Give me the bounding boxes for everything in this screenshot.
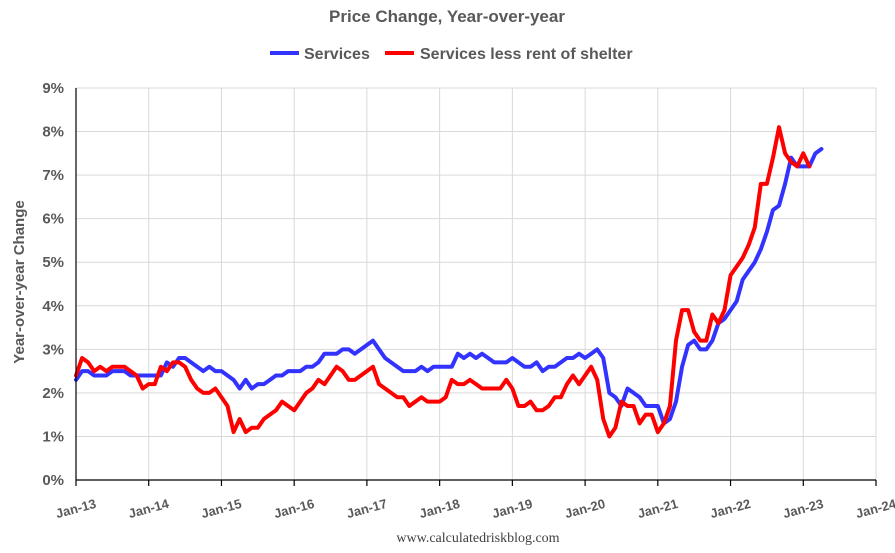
y-tick-label: 0% [42, 472, 64, 489]
x-tick-label: Jan-23 [781, 496, 825, 521]
x-tick-label: Jan-19 [490, 496, 534, 521]
x-tick-label: Jan-17 [345, 496, 389, 521]
series-line-services [74, 146, 824, 426]
x-tick-label: Jan-21 [636, 496, 680, 521]
x-tick-label: Jan-22 [709, 496, 753, 521]
x-tick-label: Jan-18 [418, 496, 462, 521]
y-tick-label: 7% [42, 167, 64, 184]
series-line-services-less-rent-of-shelter [74, 125, 812, 439]
x-axis-ticks: Jan-13 Jan-14 Jan-15 Jan-16 Jan-17 Jan-18 Jan-… [54, 496, 895, 521]
chart-title: Price Change, Year-over-year [329, 7, 565, 26]
y-tick-label: 5% [42, 254, 64, 271]
x-tick-label: Jan-13 [54, 496, 98, 521]
axes [75, 88, 877, 486]
legend-label: Services [304, 46, 370, 63]
y-tick-label: 1% [42, 428, 64, 445]
y-axis-ticks: 0% 1% 2% 3% 4% 5% 6% 7% 8% 9% [42, 80, 64, 489]
chart-legend: Services Services less rent of shelter [270, 46, 633, 63]
series-lines [74, 125, 824, 439]
y-tick-label: 9% [42, 80, 64, 97]
source-credit: www.calculatedriskblog.com [396, 531, 559, 546]
x-tick-label: Jan-16 [272, 496, 316, 521]
gridlines [76, 87, 877, 480]
y-tick-label: 2% [42, 385, 64, 402]
y-tick-label: 4% [42, 298, 64, 315]
x-tick-label: Jan-20 [563, 496, 607, 521]
legend-label: Services less rent of shelter [420, 46, 633, 63]
x-tick-label: Jan-24 [854, 496, 895, 521]
y-tick-label: 8% [42, 124, 64, 141]
x-tick-label: Jan-15 [199, 496, 243, 521]
x-tick-label: Jan-14 [127, 496, 171, 521]
y-axis-title: Year-over-year Change [11, 200, 28, 363]
y-tick-label: 6% [42, 211, 64, 228]
y-tick-label: 3% [42, 341, 64, 358]
